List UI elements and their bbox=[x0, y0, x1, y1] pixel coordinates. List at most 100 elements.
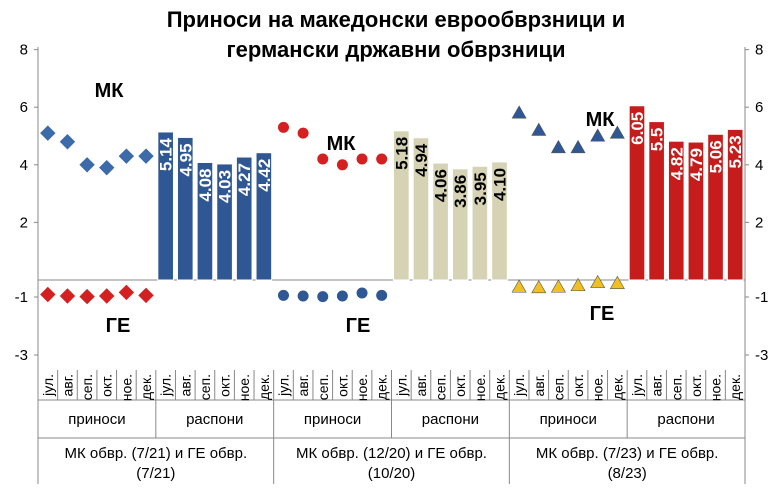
month-tick-label: дек. bbox=[256, 374, 272, 400]
spread-bar bbox=[491, 161, 508, 281]
group-label-line-2: (8/23) bbox=[608, 465, 647, 482]
spread-bar bbox=[648, 121, 665, 281]
spread-value-label: 5.23 bbox=[726, 135, 745, 168]
month-tick-label: окт. bbox=[217, 374, 233, 397]
ge-yield-marker bbox=[40, 286, 56, 303]
month-tick-label: окт. bbox=[334, 374, 350, 397]
month-tick-label: сеп. bbox=[433, 374, 449, 400]
mk-yield-marker bbox=[118, 148, 135, 164]
month-tick-label: ное. bbox=[118, 374, 134, 401]
month-tick-label: дек. bbox=[374, 374, 390, 400]
spread-bar bbox=[687, 141, 705, 281]
mk-yield-marker bbox=[511, 105, 527, 119]
ge-yield-marker bbox=[277, 289, 289, 301]
month-tick-label: јул. bbox=[275, 374, 291, 397]
ge-yield-marker bbox=[138, 287, 154, 304]
month-tick-label: дек. bbox=[609, 374, 625, 400]
ge-yield-marker bbox=[336, 290, 348, 302]
month-tick-label: окт. bbox=[688, 374, 704, 397]
month-tick-label: дек. bbox=[727, 374, 743, 400]
month-tick-label: сеп. bbox=[668, 374, 684, 400]
month-tick-label: авг. bbox=[413, 374, 429, 397]
ge-yield-marker bbox=[317, 291, 329, 303]
spread-bar bbox=[667, 140, 685, 281]
ge-yield-marker bbox=[550, 279, 566, 293]
left-tick-label: 4 bbox=[20, 157, 28, 174]
mk-yield-marker bbox=[550, 139, 566, 154]
month-tick-label: дек. bbox=[138, 374, 154, 400]
month-tick-label: ное. bbox=[354, 374, 370, 401]
mk-yield-marker bbox=[59, 134, 76, 150]
section-label-yields: приноси bbox=[68, 411, 125, 428]
month-tick-label: ное. bbox=[236, 374, 252, 401]
ge-yield-marker bbox=[531, 279, 547, 294]
month-tick-label: авг. bbox=[649, 374, 665, 397]
section-label-yields: приноси bbox=[304, 411, 361, 428]
month-tick-label: јул. bbox=[629, 374, 645, 397]
month-tick-label: авг. bbox=[177, 374, 193, 397]
spread-value-label: 4.03 bbox=[216, 170, 235, 203]
spread-value-label: 4.10 bbox=[491, 168, 510, 201]
ge-yield-marker bbox=[356, 287, 368, 299]
month-tick-label: јул. bbox=[393, 374, 409, 397]
spread-value-label: 4.94 bbox=[412, 143, 431, 177]
mk-yield-marker bbox=[609, 125, 625, 139]
month-tick-label: јул. bbox=[511, 374, 527, 397]
mk-yield-marker bbox=[277, 121, 289, 133]
group-label-line-1: МК обвр. (12/20) и ГЕ обвр. bbox=[296, 445, 487, 462]
section-label-spreads: распони bbox=[657, 411, 714, 428]
mk-yield-marker bbox=[138, 148, 154, 164]
ge-yield-marker bbox=[609, 275, 625, 289]
month-tick-label: јул. bbox=[40, 374, 56, 397]
mk-series-label: МК bbox=[586, 109, 616, 131]
right-tick-label: -3 bbox=[755, 347, 768, 364]
right-tick-label: 8 bbox=[755, 42, 763, 59]
spread-value-label: 4.82 bbox=[667, 147, 686, 180]
right-tick-label: 4 bbox=[755, 157, 763, 174]
mk-yield-marker bbox=[79, 157, 95, 173]
mk-yield-marker bbox=[297, 127, 309, 139]
spread-value-label: 4.42 bbox=[255, 159, 274, 192]
ge-yield-marker bbox=[297, 290, 309, 302]
month-tick-label: авг. bbox=[531, 374, 547, 397]
month-tick-label: дек. bbox=[492, 374, 508, 400]
spread-bar bbox=[196, 161, 214, 281]
month-tick-label: окт. bbox=[99, 374, 115, 397]
ge-yield-marker bbox=[570, 277, 586, 292]
spread-value-label: 4.27 bbox=[235, 163, 254, 196]
spread-bar bbox=[255, 152, 273, 281]
mk-yield-marker bbox=[531, 122, 547, 136]
group-label-line-1: МК обвр. (7/23) и ГЕ обвр. bbox=[536, 445, 719, 462]
plot-area: 8 8 6 6 4 4 2 2 -1 -1 -3 -3 5.14 4.954.08 4.03 4.27 4.42… bbox=[15, 42, 768, 484]
spread-bar bbox=[707, 133, 724, 281]
right-tick-label: 6 bbox=[755, 99, 763, 116]
group-label-line-2: (10/20) bbox=[368, 465, 416, 482]
spread-bar bbox=[726, 128, 744, 281]
section-label-spreads: распони bbox=[186, 411, 243, 428]
spread-value-label: 5.06 bbox=[707, 140, 726, 173]
spread-bar bbox=[432, 162, 449, 281]
ge-yield-marker bbox=[79, 288, 95, 305]
right-tick-label: 2 bbox=[755, 214, 763, 231]
spread-bar bbox=[628, 105, 646, 281]
spread-value-label: 4.06 bbox=[432, 169, 451, 202]
ge-yield-marker bbox=[590, 274, 606, 289]
month-tick-label: ное. bbox=[708, 374, 724, 401]
spread-bar bbox=[176, 136, 194, 281]
ge-yield-marker bbox=[118, 284, 135, 301]
month-tick-label: јул. bbox=[158, 374, 174, 397]
spread-value-label: 5.5 bbox=[648, 128, 667, 152]
right-tick-label: -1 bbox=[755, 289, 768, 306]
mk-series-label: МК bbox=[327, 133, 357, 155]
month-tick-label: сеп. bbox=[315, 374, 331, 400]
spread-value-label: 3.95 bbox=[471, 172, 490, 205]
ge-yield-marker bbox=[511, 279, 527, 293]
month-tick-label: авг. bbox=[59, 374, 75, 397]
chart-title-line-2: германски државни обврзници bbox=[226, 37, 565, 62]
spread-value-label: 4.08 bbox=[196, 168, 215, 201]
spread-bar bbox=[451, 168, 469, 281]
group-label-line-1: МК обвр. (7/21) и ГЕ обвр. bbox=[65, 445, 248, 462]
month-tick-label: сеп. bbox=[550, 374, 566, 400]
left-tick-label: 8 bbox=[20, 42, 28, 59]
